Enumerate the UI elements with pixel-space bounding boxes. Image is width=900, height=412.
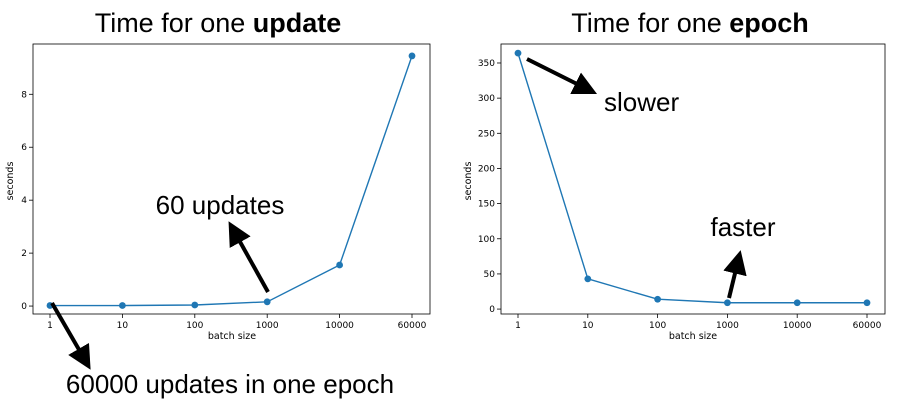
chart-title-update: Time for one update bbox=[95, 8, 342, 38]
data-point bbox=[724, 299, 731, 307]
x-axis-label: batch size bbox=[208, 331, 256, 342]
arrow-60000-updates bbox=[50, 301, 91, 370]
title-plain: Time for one bbox=[571, 8, 729, 38]
x-tick-label: 60000 bbox=[853, 321, 882, 331]
x-tick-label: 100 bbox=[186, 321, 203, 331]
y-tick-label: 6 bbox=[21, 143, 27, 153]
y-tick-label: 300 bbox=[478, 94, 495, 104]
data-point bbox=[408, 52, 416, 60]
x-tick-label: 10000 bbox=[783, 321, 812, 331]
data-point bbox=[793, 299, 801, 307]
data-point bbox=[191, 301, 199, 309]
title-bold: epoch bbox=[729, 8, 809, 38]
x-tick-label: 1 bbox=[515, 321, 521, 331]
x-tick-label: 10 bbox=[582, 321, 594, 331]
data-point bbox=[584, 275, 592, 283]
series-line bbox=[517, 52, 867, 304]
chart-title-epoch: Time for one epoch bbox=[571, 8, 809, 38]
x-tick-label: 60000 bbox=[398, 321, 427, 331]
y-tick-label: 200 bbox=[478, 164, 495, 174]
plot-frame-update bbox=[32, 43, 431, 315]
x-tick-label: 10 bbox=[117, 321, 129, 331]
data-point bbox=[863, 299, 871, 307]
x-axis-ticks: 1 10 100 1000 10000 60000 bbox=[515, 314, 882, 331]
y-axis-ticks: 0 50 100 150 200 250 300 350 bbox=[478, 59, 501, 315]
y-axis-label: seconds bbox=[463, 162, 474, 201]
title-plain: Time for one bbox=[95, 8, 253, 38]
annotation-60-updates: 60 updates bbox=[156, 190, 285, 220]
annotation-faster: faster bbox=[710, 212, 775, 242]
y-tick-label: 50 bbox=[484, 270, 496, 280]
title-bold: update bbox=[253, 8, 342, 38]
x-axis-label: batch size bbox=[669, 331, 717, 342]
data-point bbox=[336, 261, 343, 269]
data-point bbox=[119, 302, 126, 309]
y-tick-label: 250 bbox=[478, 129, 495, 139]
annotation-60000-updates: 60000 updates in one epoch bbox=[66, 369, 394, 399]
arrow-slower bbox=[526, 57, 598, 95]
x-tick-label: 1000 bbox=[256, 321, 279, 331]
y-tick-label: 150 bbox=[478, 200, 495, 210]
data-point bbox=[263, 298, 271, 306]
series-update bbox=[46, 52, 416, 309]
y-tick-label: 4 bbox=[21, 196, 27, 206]
x-tick-label: 10000 bbox=[325, 321, 354, 331]
y-tick-label: 100 bbox=[478, 235, 495, 245]
arrow-60-updates bbox=[228, 221, 270, 293]
x-tick-label: 1 bbox=[47, 321, 53, 331]
y-tick-label: 8 bbox=[21, 90, 27, 100]
plot-frame-epoch bbox=[500, 43, 886, 315]
y-tick-label: 0 bbox=[489, 305, 495, 315]
series-epoch bbox=[514, 49, 871, 307]
y-axis-label: seconds bbox=[5, 162, 16, 201]
y-axis-ticks: 0 2 4 6 8 bbox=[21, 90, 33, 312]
x-tick-label: 100 bbox=[649, 321, 666, 331]
x-axis-ticks: 1 10 100 1000 10000 60000 bbox=[47, 314, 427, 331]
arrow-faster bbox=[723, 250, 747, 299]
data-point bbox=[654, 295, 661, 303]
y-tick-label: 2 bbox=[21, 249, 27, 259]
series-line bbox=[50, 55, 413, 307]
x-tick-label: 1000 bbox=[716, 321, 739, 331]
y-tick-label: 350 bbox=[478, 59, 495, 69]
data-point bbox=[514, 49, 522, 57]
annotation-slower: slower bbox=[604, 87, 679, 117]
y-tick-label: 0 bbox=[21, 302, 27, 312]
